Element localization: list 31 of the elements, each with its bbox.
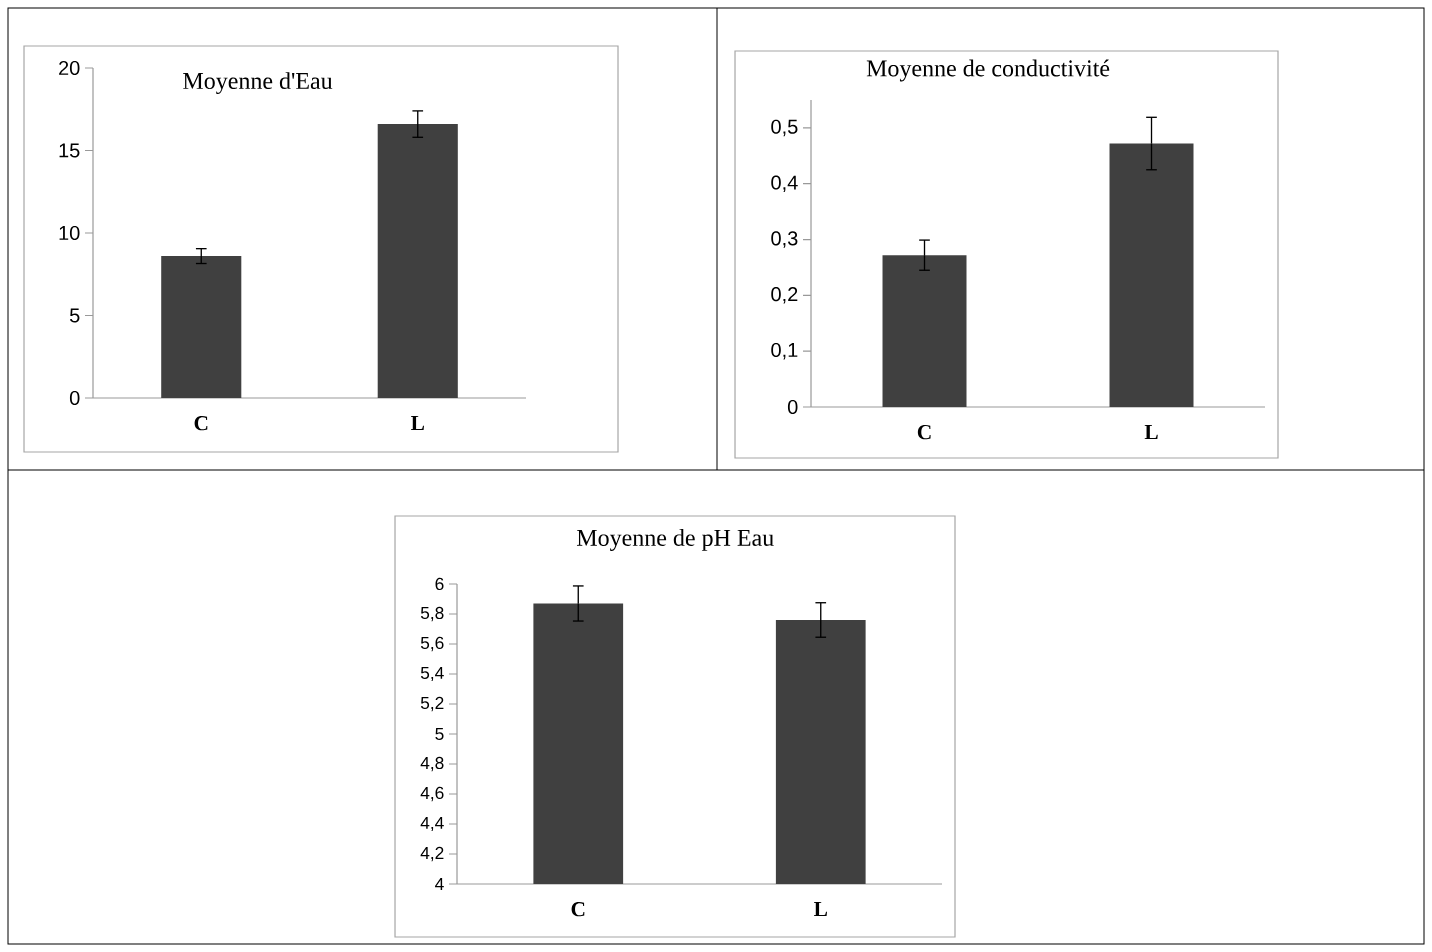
y-tick-label: 0,3 bbox=[771, 231, 798, 248]
chart-title: Moyenne d'Eau bbox=[183, 72, 333, 95]
y-tick-label: 5,2 bbox=[420, 696, 444, 712]
y-tick-label: 4,6 bbox=[420, 786, 444, 802]
y-tick-label: 0,4 bbox=[771, 175, 798, 192]
y-tick-label: 4,8 bbox=[420, 756, 444, 772]
x-tick-label: C bbox=[917, 425, 931, 440]
y-tick-label: 0,5 bbox=[771, 119, 798, 137]
y-tick-label: 20 bbox=[59, 60, 80, 76]
y-tick-label: 6 bbox=[435, 577, 444, 591]
y-tick-label: 4 bbox=[435, 878, 444, 890]
y-tick-label: 5,4 bbox=[420, 666, 444, 682]
x-tick-label: C bbox=[571, 902, 585, 917]
x-tick-label: C bbox=[194, 416, 208, 431]
x-tick-label: L bbox=[411, 416, 424, 430]
y-tick-label: 5,8 bbox=[420, 606, 444, 622]
y-tick-label: 0 bbox=[69, 390, 80, 406]
y-tick-label: 15 bbox=[59, 143, 80, 158]
x-tick-label: L bbox=[1144, 425, 1158, 439]
y-tick-label: 4,2 bbox=[420, 846, 444, 862]
y-tick-label: 0,1 bbox=[771, 342, 798, 360]
chart-title: Moyenne de conductivité bbox=[866, 59, 1110, 82]
y-tick-label: 5 bbox=[69, 308, 80, 323]
x-tick-label: L bbox=[814, 902, 827, 916]
y-tick-label: 0 bbox=[787, 399, 798, 415]
y-tick-label: 0,2 bbox=[771, 287, 798, 304]
y-tick-label: 5 bbox=[435, 727, 444, 741]
y-tick-label: 5,6 bbox=[420, 636, 444, 652]
y-tick-label: 4,4 bbox=[420, 816, 444, 832]
chart-title: Moyenne de pH Eau bbox=[576, 529, 774, 551]
y-tick-label: 10 bbox=[59, 225, 80, 241]
